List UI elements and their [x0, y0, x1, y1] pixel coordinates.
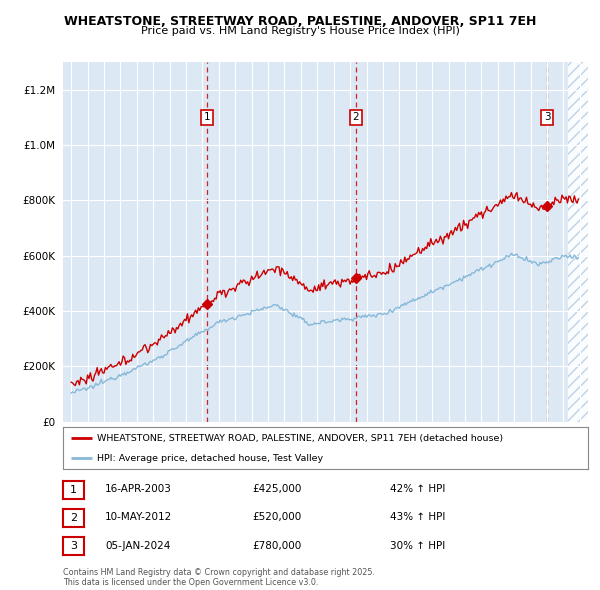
Text: 16-APR-2003: 16-APR-2003 — [105, 484, 172, 494]
Text: WHEATSTONE, STREETWAY ROAD, PALESTINE, ANDOVER, SP11 7EH (detached house): WHEATSTONE, STREETWAY ROAD, PALESTINE, A… — [97, 434, 503, 442]
Text: 30% ↑ HPI: 30% ↑ HPI — [390, 541, 445, 550]
Text: £520,000: £520,000 — [252, 513, 301, 522]
Text: 1: 1 — [70, 485, 77, 494]
Text: 2: 2 — [70, 513, 77, 523]
Text: 43% ↑ HPI: 43% ↑ HPI — [390, 513, 445, 522]
Text: Contains HM Land Registry data © Crown copyright and database right 2025.
This d: Contains HM Land Registry data © Crown c… — [63, 568, 375, 587]
Text: HPI: Average price, detached house, Test Valley: HPI: Average price, detached house, Test… — [97, 454, 323, 463]
Text: Price paid vs. HM Land Registry's House Price Index (HPI): Price paid vs. HM Land Registry's House … — [140, 26, 460, 36]
Text: £425,000: £425,000 — [252, 484, 301, 494]
Text: 42% ↑ HPI: 42% ↑ HPI — [390, 484, 445, 494]
Text: £780,000: £780,000 — [252, 541, 301, 550]
Text: 10-MAY-2012: 10-MAY-2012 — [105, 513, 172, 522]
Bar — [568, 62, 588, 422]
Text: 3: 3 — [70, 542, 77, 551]
Bar — [568, 62, 588, 422]
Text: 05-JAN-2024: 05-JAN-2024 — [105, 541, 170, 550]
Text: 2: 2 — [353, 112, 359, 122]
Text: WHEATSTONE, STREETWAY ROAD, PALESTINE, ANDOVER, SP11 7EH: WHEATSTONE, STREETWAY ROAD, PALESTINE, A… — [64, 15, 536, 28]
Text: 3: 3 — [544, 112, 550, 122]
Text: 1: 1 — [204, 112, 211, 122]
